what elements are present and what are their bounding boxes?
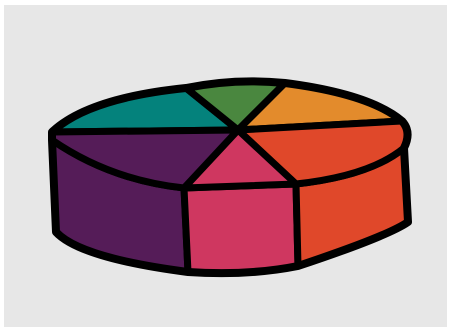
pink-side-wall (180, 180, 302, 277)
pie-outline (48, 77, 412, 278)
